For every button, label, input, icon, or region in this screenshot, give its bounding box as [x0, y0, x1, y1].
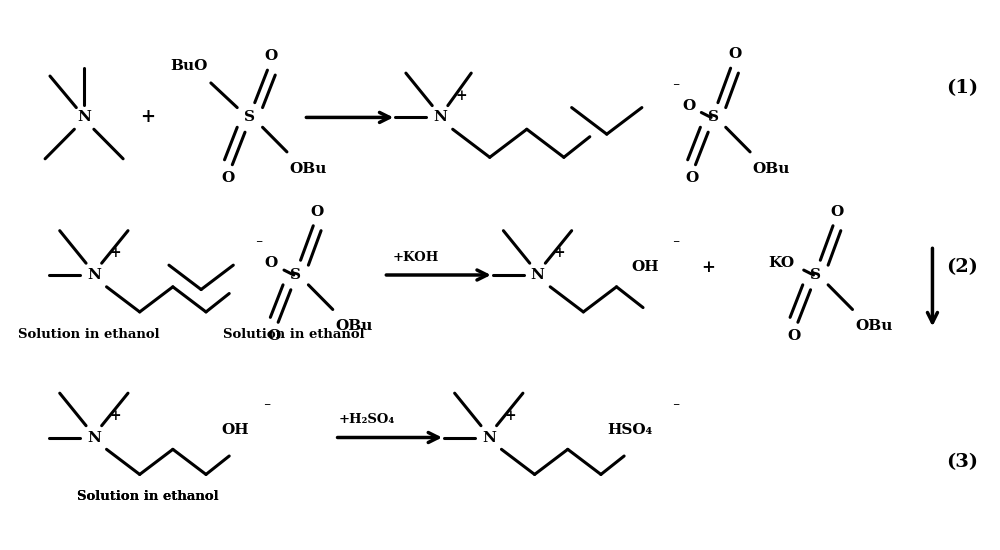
Text: O: O — [830, 205, 844, 219]
Text: ⁻: ⁻ — [263, 401, 270, 415]
Text: +: + — [504, 409, 516, 423]
Text: ⁻: ⁻ — [672, 239, 680, 252]
Text: N: N — [531, 268, 544, 282]
Text: (1): (1) — [946, 79, 978, 97]
Text: S: S — [810, 268, 821, 282]
Text: OH: OH — [631, 260, 659, 274]
Text: S: S — [244, 111, 255, 124]
Text: O: O — [685, 172, 698, 185]
Text: +: + — [140, 108, 155, 127]
Text: N: N — [433, 111, 447, 124]
Text: N: N — [87, 431, 101, 444]
Text: S: S — [708, 111, 719, 124]
Text: OBu: OBu — [855, 319, 893, 333]
Text: +: + — [701, 258, 715, 276]
Text: BuO: BuO — [171, 59, 208, 73]
Text: OH: OH — [221, 422, 249, 437]
Text: +KOH: +KOH — [392, 251, 439, 264]
Text: +: + — [110, 246, 121, 260]
Text: +: + — [553, 246, 565, 260]
Text: O: O — [222, 172, 235, 185]
Text: ⁻: ⁻ — [672, 401, 680, 415]
Text: Solution in ethanol: Solution in ethanol — [77, 490, 218, 503]
Text: O: O — [268, 329, 281, 343]
Text: N: N — [482, 431, 496, 444]
Text: HSO₄: HSO₄ — [608, 422, 653, 437]
Text: O: O — [311, 205, 324, 219]
Text: Solution in ethanol: Solution in ethanol — [77, 490, 218, 503]
Text: OBu: OBu — [753, 162, 790, 175]
Text: OBu: OBu — [336, 319, 373, 333]
Text: ⁻: ⁻ — [255, 239, 262, 252]
Text: (2): (2) — [946, 258, 978, 276]
Text: ⁻: ⁻ — [672, 81, 680, 95]
Text: N: N — [87, 268, 101, 282]
Text: O: O — [265, 50, 278, 63]
Text: Solution in ethanol: Solution in ethanol — [223, 328, 365, 340]
Text: S: S — [290, 268, 301, 282]
Text: O: O — [787, 329, 801, 343]
Text: +: + — [110, 409, 121, 423]
Text: O: O — [682, 98, 695, 113]
Text: O: O — [728, 47, 741, 62]
Text: (3): (3) — [946, 453, 978, 471]
Text: Solution in ethanol: Solution in ethanol — [18, 328, 160, 340]
Text: N: N — [77, 111, 91, 124]
Text: O: O — [265, 256, 278, 270]
Text: +H₂SO₄: +H₂SO₄ — [339, 413, 395, 426]
Text: KO: KO — [768, 256, 794, 270]
Text: OBu: OBu — [290, 162, 327, 175]
Text: +: + — [456, 89, 467, 103]
